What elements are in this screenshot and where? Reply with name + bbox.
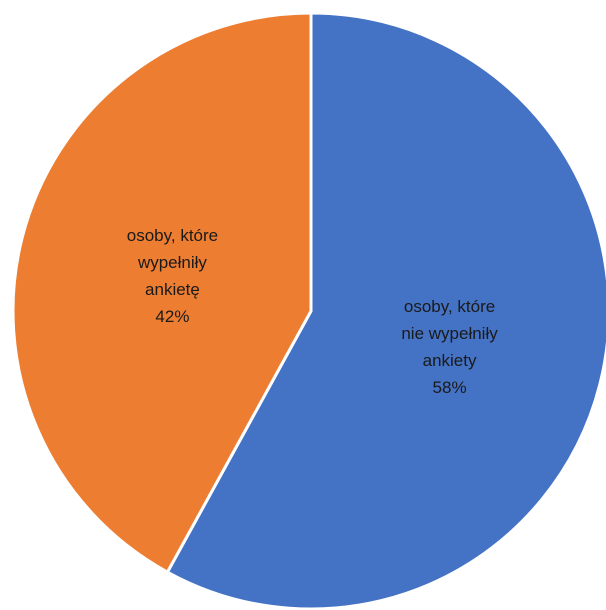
pie-slice-percent: 58% — [433, 378, 467, 397]
pie-slice-label-1: osoby, które nie wypełniły ankiety 58% — [401, 297, 498, 397]
pie-slice-label-line: osoby, które — [404, 297, 495, 316]
pie-slice-label-line: nie wypełniły — [401, 324, 498, 343]
pie-slice-label-line: osoby, które — [127, 226, 218, 245]
pie-slice-label-line: ankietę — [145, 280, 200, 299]
pie-slice-label-2: osoby, które wypełniły ankietę 42% — [127, 226, 218, 326]
pie-slice-percent: 42% — [155, 307, 189, 326]
pie-slice-2 — [11, 11, 313, 575]
pie-slice-label-line: wypełniły — [137, 253, 207, 272]
pie-labels: osoby, które nie wypełniły ankiety 58%osoby… — [127, 226, 498, 397]
pie-slice-1 — [165, 11, 606, 610]
pie-slices — [11, 11, 606, 610]
pie-slice-label-line: ankiety — [423, 351, 477, 370]
